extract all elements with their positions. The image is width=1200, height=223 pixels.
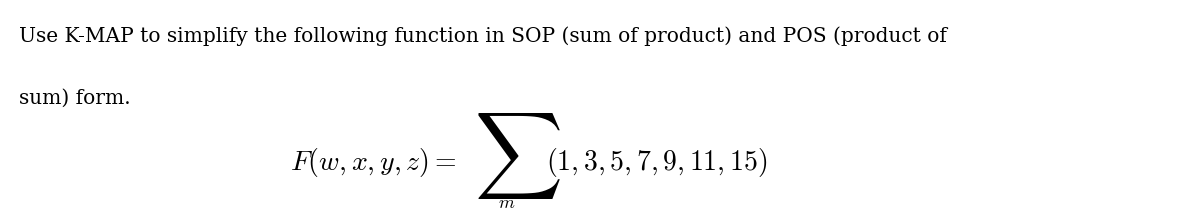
Text: $F(w, x, y, z) = $: $F(w, x, y, z) = $ <box>289 146 456 179</box>
Text: Use K-MAP to simplify the following function in SOP (sum of product) and POS (pr: Use K-MAP to simplify the following func… <box>19 27 947 46</box>
Text: sum) form.: sum) form. <box>19 89 131 108</box>
Text: $(1,3,5,7,9,11,15)$: $(1,3,5,7,9,11,15)$ <box>546 146 767 179</box>
Text: $\sum$: $\sum$ <box>474 111 560 201</box>
Text: $m$: $m$ <box>498 194 515 212</box>
